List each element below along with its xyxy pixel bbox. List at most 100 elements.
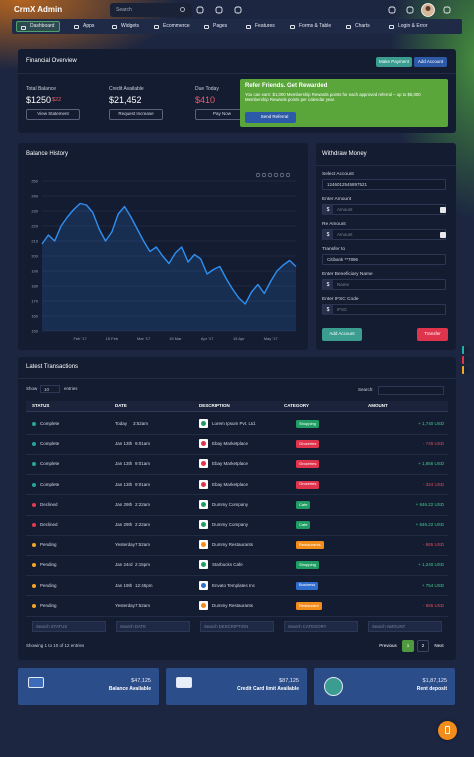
input-prefix: $ [323, 230, 333, 240]
logo-mark [201, 501, 206, 507]
field-label: Select Account [322, 172, 354, 177]
company-logo [199, 540, 208, 550]
row-divider [26, 615, 448, 617]
header-icon[interactable] [388, 6, 396, 14]
date: Jan 29th [115, 522, 133, 527]
stat-button[interactable]: View Statement [26, 109, 80, 120]
company-logo [199, 479, 208, 489]
summary-icon [324, 677, 343, 696]
column-header[interactable]: CATEGORY [284, 403, 310, 408]
column-header[interactable]: DESCRIPTION [199, 403, 230, 408]
amount: - 324 USD [422, 481, 444, 487]
status: Pending [40, 562, 57, 568]
status-dot [32, 502, 36, 507]
nav-item[interactable]: Ecommerce [150, 21, 195, 32]
stat-button[interactable]: Request Increase [109, 109, 163, 120]
nav-item[interactable]: Charts [342, 21, 375, 32]
add-account-button[interactable]: Add Account [322, 328, 362, 341]
column-header[interactable]: STATUS [32, 403, 50, 408]
y-tick-label: 170 [31, 299, 38, 304]
search-box[interactable]: Search [110, 3, 192, 17]
icon-shape [234, 6, 242, 14]
logo-mark [201, 421, 206, 426]
column-filter[interactable]: Search STATUS [32, 621, 106, 632]
column-filter[interactable]: Search AMOUNT [368, 621, 442, 632]
input-field[interactable]: $ IFSC [322, 304, 446, 315]
amount: + 1,740 USD [418, 421, 444, 426]
floating-button[interactable] [438, 721, 457, 740]
status: Declined [40, 501, 58, 507]
amount: - 865 USD [422, 602, 444, 608]
pagination-button[interactable]: 1 [402, 640, 414, 652]
status-dot [32, 462, 36, 467]
status: Pending [40, 542, 57, 548]
amount: + 1,240 USD [418, 562, 444, 568]
financial-card: Financial Overview Make Payment Add Accoun… [18, 49, 456, 133]
stat-value: $410 [195, 95, 216, 105]
nav-item[interactable]: Login & Error [385, 21, 432, 32]
checkbox[interactable] [440, 232, 446, 238]
transactions-card: Latest Transactions Show 10 entries Search: S… [18, 357, 456, 660]
amount: + 846.22 USD [415, 501, 444, 507]
send-referral-button[interactable]: Send Referral [245, 112, 296, 123]
avatar[interactable] [421, 3, 435, 17]
input-field[interactable]: 1246012545897521 [322, 179, 446, 190]
y-tick-label: 240 [31, 194, 38, 199]
side-tab[interactable] [462, 356, 470, 364]
description: Starbucks Cafe [212, 562, 243, 568]
refer-title: Refer Friends. Get Rewarded [245, 83, 328, 89]
input-field[interactable]: $ Name [322, 279, 446, 290]
column-header[interactable]: DATE [115, 403, 127, 408]
transfer-button[interactable]: Transfer [417, 328, 448, 341]
nav-item[interactable]: Dashboard [16, 21, 61, 32]
header-icon[interactable] [215, 6, 223, 14]
field-label: Enter Amount [322, 197, 352, 202]
nav-icon [389, 24, 394, 29]
make-payment-button[interactable]: Make Payment [376, 57, 412, 67]
pagination-button[interactable]: Previous [379, 642, 397, 648]
time: 12:45pm [135, 582, 153, 588]
input-field[interactable]: Citibank **7896 [322, 254, 446, 265]
y-tick-label: 230 [31, 209, 38, 214]
date: Jan 13th [115, 461, 133, 467]
search-input[interactable] [378, 386, 444, 395]
column-filter[interactable]: Search DATE [116, 621, 190, 632]
company-logo [199, 459, 208, 469]
column-filter[interactable]: Search DESCRIPTION [200, 621, 274, 632]
column-header[interactable]: AMOUNT [368, 403, 388, 408]
checkbox[interactable] [440, 207, 446, 213]
side-tab[interactable] [462, 366, 470, 374]
header-icon[interactable] [443, 6, 451, 14]
category-badge: Shopping [296, 420, 319, 428]
time: 3:52am [133, 421, 149, 426]
nav-item[interactable]: Apps [70, 21, 99, 32]
pagination-button[interactable]: Next [434, 642, 444, 648]
header-icon[interactable] [234, 6, 242, 14]
length-select[interactable]: 10 [40, 385, 60, 393]
status-dot [32, 482, 36, 487]
header-icon[interactable] [406, 6, 414, 14]
header-icon[interactable] [196, 6, 204, 14]
add-account-button[interactable]: Add Account [414, 57, 447, 67]
y-tick-label: 200 [31, 254, 38, 259]
time: 9:01am [135, 461, 151, 467]
input-field[interactable]: $ Amount [322, 229, 446, 240]
nav-icon [21, 25, 26, 30]
nav-icon [112, 24, 117, 29]
side-tab[interactable] [462, 346, 470, 354]
logo-mark [201, 582, 206, 588]
column-filter[interactable]: Search CATEGORY [284, 621, 358, 632]
y-tick-label: 180 [31, 284, 38, 289]
input-placeholder: Name [337, 282, 350, 287]
search-icon[interactable] [180, 7, 186, 13]
pagination-button[interactable]: 2 [417, 640, 429, 652]
x-tick-label: May '17 [264, 336, 279, 341]
nav-item[interactable]: Widgets [108, 21, 144, 32]
nav-item[interactable]: Features [242, 21, 280, 32]
nav-item[interactable]: Pages [200, 21, 232, 32]
x-tick-label: Apr '17 [201, 336, 214, 341]
table-info: Showing 1 to 10 of 12 entries [26, 643, 85, 648]
nav-item[interactable]: Forms & Table [286, 21, 336, 32]
input-field[interactable]: $ Amount [322, 204, 446, 215]
y-tick-label: 250 [31, 179, 38, 184]
